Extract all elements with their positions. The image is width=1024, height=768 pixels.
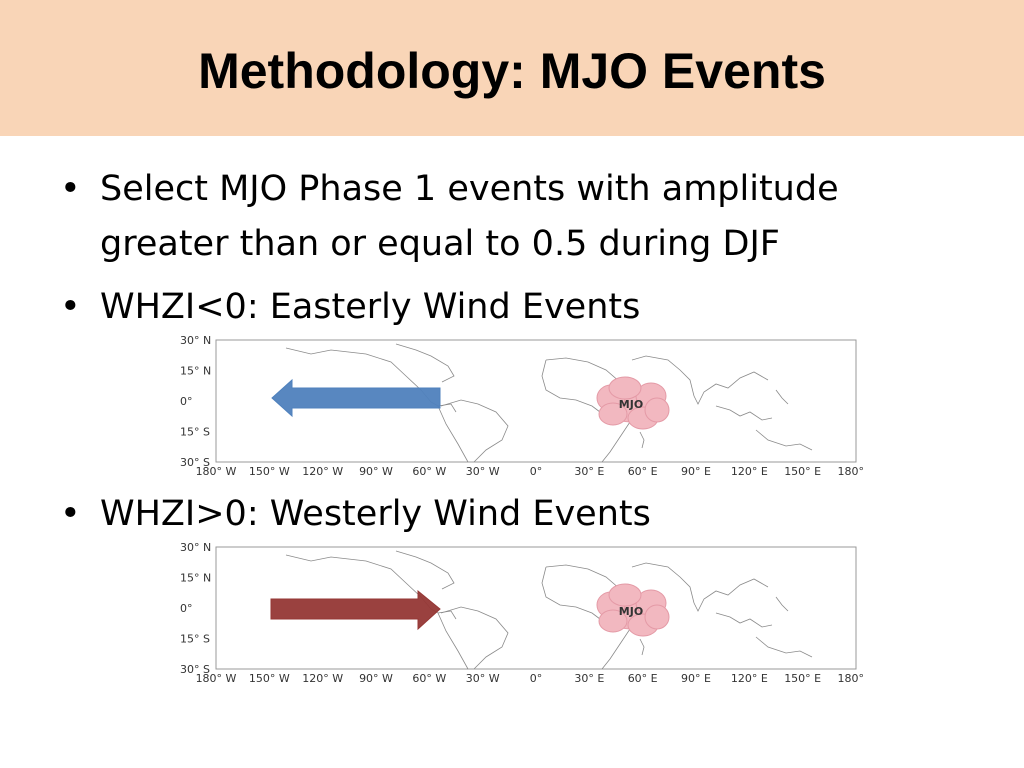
lat-tick-label: 30° S xyxy=(180,456,210,469)
lon-tick-label: 90° E xyxy=(681,465,711,478)
lon-tick-label: 30° W xyxy=(466,672,500,685)
lon-tick-label: 90° E xyxy=(681,672,711,685)
lat-tick-label: 0° xyxy=(180,395,193,408)
lon-tick-label: 150° E xyxy=(784,465,821,478)
bullet-symbol: • xyxy=(60,287,81,327)
westerly-wind-map: 30° N 15° N 0° 15° S 30° S 180° W 150° W 120° W… xyxy=(168,543,868,685)
mjo-cloud-label: MJO xyxy=(619,605,643,618)
bullet-symbol: • xyxy=(60,494,81,534)
lat-tick-label: 15° S xyxy=(180,426,210,439)
easterly-wind-map: 30° N 15° N 0° 15° S 30° S 180° W 150° W 120° W… xyxy=(168,336,868,478)
bullet-line: WHZI>0: Westerly Wind Events xyxy=(100,494,651,534)
slide-title: Methodology: MJO Events xyxy=(198,43,826,99)
lon-tick-label: 0° xyxy=(530,465,543,478)
lon-tick-label: 30° E xyxy=(574,465,604,478)
lon-tick-label: 120° E xyxy=(731,672,768,685)
lat-tick-label: 0° xyxy=(180,602,193,615)
lon-tick-label: 0° xyxy=(530,672,543,685)
mjo-cloud-icon: MJO xyxy=(596,376,670,430)
coastline-group xyxy=(285,550,813,670)
lon-tick-label: 60° E xyxy=(628,672,658,685)
lon-tick-label: 120° W xyxy=(302,672,343,685)
lon-tick-label: 60° E xyxy=(628,465,658,478)
lon-tick-label: 180° W xyxy=(196,465,237,478)
lat-tick-label: 30° N xyxy=(180,336,211,347)
lon-tick-label: 30° E xyxy=(574,672,604,685)
mjo-cloud-label: MJO xyxy=(619,398,643,411)
lon-tick-label: 120° W xyxy=(302,465,343,478)
lon-tick-label: 30° W xyxy=(466,465,500,478)
title-bar: Methodology: MJO Events xyxy=(0,0,1024,136)
lat-tick-label: 15° N xyxy=(180,572,211,585)
lon-tick-label: 180° E xyxy=(838,672,868,685)
westerly-wind-arrow xyxy=(270,589,441,631)
lon-tick-label: 180° W xyxy=(196,672,237,685)
lon-tick-label: 150° W xyxy=(249,672,290,685)
bullet-line: greater than or equal to 0.5 during DJF xyxy=(100,224,780,264)
lon-tick-label: 60° W xyxy=(412,672,446,685)
lon-tick-label: 120° E xyxy=(731,465,768,478)
lon-tick-label: 180° E xyxy=(838,465,868,478)
lat-tick-label: 15° S xyxy=(180,633,210,646)
easterly-wind-arrow xyxy=(271,378,441,418)
lon-tick-label: 90° W xyxy=(359,672,393,685)
lon-tick-label: 150° E xyxy=(784,672,821,685)
bullet-line: Select MJO Phase 1 events with amplitude xyxy=(100,169,839,209)
bullet-line: WHZI<0: Easterly Wind Events xyxy=(100,287,641,327)
lon-tick-label: 150° W xyxy=(249,465,290,478)
bullet-symbol: • xyxy=(60,169,81,209)
lon-tick-label: 90° W xyxy=(359,465,393,478)
lat-tick-label: 30° N xyxy=(180,543,211,554)
lat-tick-label: 15° N xyxy=(180,365,211,378)
mjo-cloud-icon: MJO xyxy=(596,583,670,637)
lat-tick-label: 30° S xyxy=(180,663,210,676)
lon-tick-label: 60° W xyxy=(412,465,446,478)
coastline-group xyxy=(285,343,813,463)
